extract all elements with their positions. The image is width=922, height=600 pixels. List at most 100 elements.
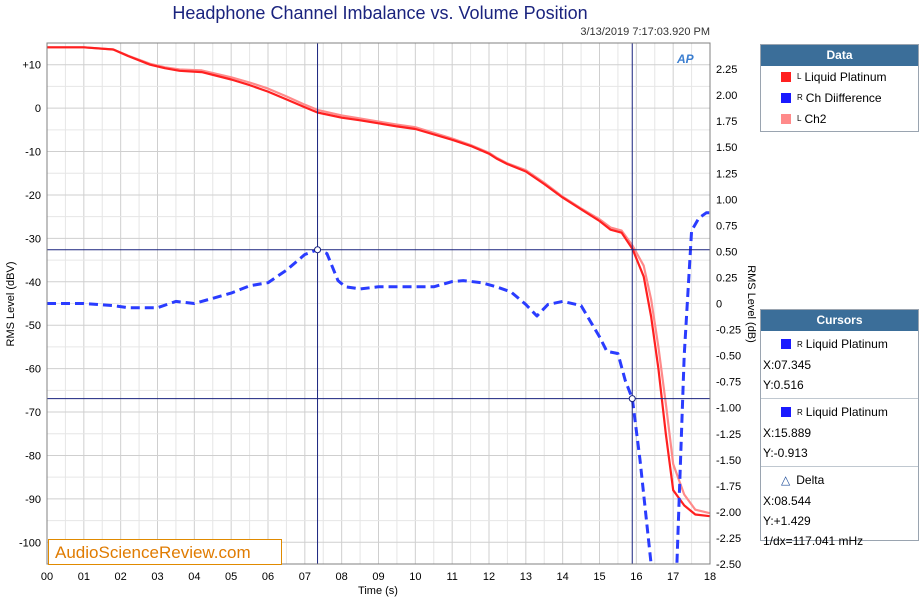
x-tick-label: 01 [78,571,90,583]
cursor-2-name: R Liquid Platinum [761,401,918,423]
cursor-2-y: Y:-0.913 [763,446,808,460]
legend-swatch [781,71,791,82]
x-tick-label: 07 [299,571,311,583]
cursor-2-x: X:15.889 [763,426,812,440]
cursor-channel: R [797,339,803,349]
x-tick-label: 11 [446,571,457,583]
cursors-panel: Cursors R Liquid Platinum X:07.345 Y:0.5… [760,309,919,548]
x-tick-label: 10 [409,571,421,583]
y-tick-label-right: -2.25 [716,533,741,545]
y-tick-label-left: -90 [25,494,41,506]
y-tick-label-left: -80 [25,450,41,462]
watermark: AudioScienceReview.com [48,539,282,565]
y-tick-label-left: -60 [25,364,41,376]
cursor-1-x: X:07.345 [763,358,812,372]
x-tick-label: 17 [667,571,679,583]
delta-name: △ Delta [761,469,918,491]
y-tick-label-right: 0.25 [716,272,737,284]
x-tick-label: 12 [483,571,495,583]
y-tick-label-right: 0 [716,299,722,311]
y-tick-label-right: 0.75 [716,220,737,232]
series-line-liquid-platinum [47,46,710,518]
cursor-1-y: Y:0.516 [763,378,804,392]
y-tick-label-left: -30 [25,233,41,245]
legend-panel: Data L Liquid Platinum R Ch Diifference … [760,44,919,132]
x-tick-label: 03 [151,571,163,583]
x-tick-label: 06 [262,571,274,583]
cursor-2-marker [628,395,636,403]
y-tick-label-right: 1.25 [716,168,737,180]
series-line-ch-diifference [47,211,710,564]
y-tick-label-right: -1.00 [716,403,741,415]
cursor-2-box[interactable]: R Liquid Platinum X:15.889 Y:-0.913 [761,399,918,467]
x-tick-label: 05 [225,571,237,583]
legend-channel: L [797,72,802,81]
legend-header: Data [761,45,918,66]
cursor-swatch [781,407,791,417]
cursor-label: Liquid Platinum [805,405,888,419]
y-tick-label-right: -1.50 [716,455,741,467]
y-tick-label-right: -0.25 [716,325,741,337]
delta-x: X:08.544 [763,494,812,508]
x-tick-label: 08 [336,571,348,583]
y-tick-label-right: 1.75 [716,116,737,128]
y-tick-label-left: -40 [25,277,41,289]
x-axis-label: Time (s) [358,585,398,597]
y-tick-label-right: 2.00 [716,90,737,102]
legend-item[interactable]: L Liquid Platinum [761,66,918,87]
x-tick-label: 13 [520,571,532,583]
y-tick-label-right: 1.50 [716,142,737,154]
legend-item[interactable]: R Ch Diifference [761,87,918,108]
x-tick-label: 00 [41,571,53,583]
y-tick-label-left: 0 [35,103,41,115]
legend-channel: R [797,93,803,102]
y-tick-label-right: 1.00 [716,194,737,206]
ap-logo-icon: AP [677,52,694,66]
y-axis-label-left: RMS Level (dBV) [5,262,17,347]
y-tick-label-left: +10 [22,60,41,72]
legend-channel: L [797,114,802,123]
legend-label: Ch Diifference [805,90,882,105]
cursors-header: Cursors [761,310,918,331]
legend-label: Liquid Platinum [804,69,887,84]
delta-box: △ Delta X:08.544 Y:+1.429 1/dx=117.041 m… [761,467,918,554]
y-tick-label-left: -10 [25,147,41,159]
x-tick-label: 16 [630,571,642,583]
legend-swatch [781,92,791,103]
y-tick-label-left: -20 [25,190,41,202]
cursor-1-box[interactable]: R Liquid Platinum X:07.345 Y:0.516 [761,331,918,399]
y-tick-label-right: -2.50 [716,559,741,571]
y-tick-label-right: -0.50 [716,351,741,363]
y-tick-label-right: -2.00 [716,507,741,519]
timestamp: 3/13/2019 7:17:03.920 PM [580,26,710,38]
x-tick-label: 18 [704,571,716,583]
y-tick-label-left: -50 [25,320,41,332]
x-tick-label: 14 [557,571,569,583]
plot-frame [46,42,711,565]
cursor-1-marker [314,246,322,254]
y-tick-label-right: 2.25 [716,64,737,76]
y-tick-label-right: -1.25 [716,429,741,441]
y-tick-label-left: -100 [19,537,41,549]
y-tick-label-left: -70 [25,407,41,419]
delta-icon: △ [781,473,791,487]
delta-y: Y:+1.429 [763,514,811,528]
cursor-channel: R [797,407,803,417]
delta-inverse: 1/dx=117.041 mHz [763,534,864,548]
cursor-1-name: R Liquid Platinum [761,333,918,355]
cursor-swatch [781,339,791,349]
x-tick-label: 09 [372,571,384,583]
legend-swatch [781,113,791,124]
x-tick-label: 15 [593,571,605,583]
chart-title: Headphone Channel Imbalance vs. Volume P… [172,3,588,23]
y-axis-label-right: RMS Level (dB) [745,265,757,343]
x-tick-label: 04 [188,571,200,583]
delta-label: Delta [796,473,825,487]
cursor-label: Liquid Platinum [805,337,888,351]
y-tick-label-right: 0.50 [716,246,737,258]
y-tick-label-right: -0.75 [716,377,741,389]
legend-item[interactable]: L Ch2 [761,108,918,129]
y-tick-label-right: -1.75 [716,481,741,493]
legend-label: Ch2 [804,111,827,126]
